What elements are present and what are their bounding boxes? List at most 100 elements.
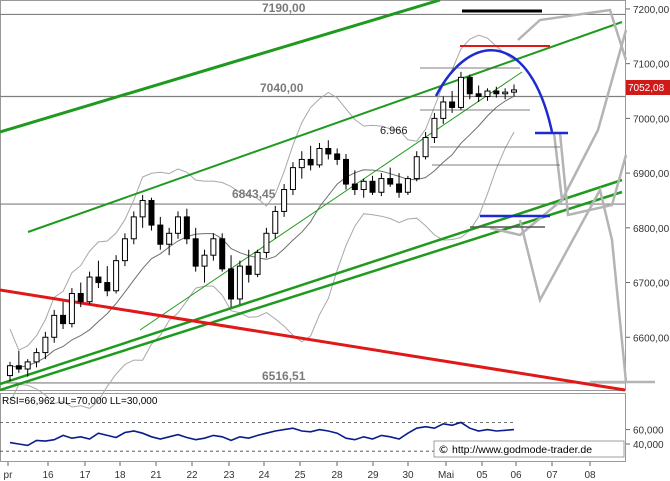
projection-line — [552, 29, 628, 205]
candle — [42, 331, 49, 360]
current-price-box — [626, 80, 670, 95]
date-axis: pr 16 17 18 21 22 23 24 25 28 29 30 Mai 05 06 07 08 — [4, 462, 596, 481]
trend-line-falling-red — [0, 288, 626, 392]
candle — [130, 211, 137, 245]
candlesticks — [7, 71, 517, 382]
bollinger-bands — [9, 34, 515, 409]
bollinger-upper — [9, 34, 515, 351]
candle — [449, 91, 456, 113]
projection-line — [517, 8, 628, 61]
candle — [457, 71, 464, 111]
candle — [422, 132, 429, 160]
trend-line-steep — [139, 71, 523, 331]
x-tick-label: 24 — [258, 470, 270, 481]
candle — [166, 227, 173, 256]
candle — [236, 260, 243, 305]
level-label-7190: 7190,00 — [262, 1, 306, 15]
candle — [511, 84, 517, 97]
candle — [281, 184, 288, 217]
projection-line — [518, 186, 628, 383]
rsi-line — [9, 421, 515, 447]
candle — [33, 348, 40, 368]
level-label-7040: 7040,00 — [260, 81, 304, 95]
candle — [201, 249, 208, 283]
blue-arc — [434, 49, 554, 133]
candle — [307, 145, 314, 171]
candle — [502, 88, 509, 100]
candle — [475, 85, 482, 102]
candle — [325, 140, 332, 160]
candle — [51, 309, 58, 343]
x-tick-label: Mai — [438, 470, 454, 481]
price-axis: 7200,00 7100,00 7000,00 6900,00 6800,00 6700,… — [626, 5, 670, 344]
x-tick-label: 07 — [546, 470, 558, 481]
x-tick-label: 21 — [150, 470, 162, 481]
candle — [183, 208, 190, 245]
x-tick-label: 06 — [510, 470, 522, 481]
level-label-6516: 6516,51 — [262, 369, 306, 383]
candle — [378, 173, 385, 197]
trend-lines — [0, 0, 626, 392]
y-tick-label: 7100,00 — [633, 60, 670, 71]
candle — [7, 361, 13, 382]
candle — [113, 255, 120, 294]
rsi-panel-frame — [0, 393, 626, 462]
candle — [95, 260, 102, 289]
trend-line-channel-mid — [27, 21, 623, 233]
candle — [298, 151, 305, 179]
candle — [192, 227, 199, 272]
candle — [24, 359, 31, 377]
y-tick-label: 7000,00 — [633, 114, 670, 125]
candle — [254, 249, 261, 278]
candle — [343, 153, 349, 190]
candle — [148, 197, 155, 231]
x-tick-label: 05 — [476, 470, 488, 481]
candle — [289, 162, 296, 195]
y-tick-label: 6800,00 — [633, 224, 670, 235]
candle — [466, 74, 473, 100]
candle — [369, 175, 376, 195]
candle — [263, 227, 270, 258]
rsi-indicator: 60,000 40,000 — [0, 421, 664, 452]
y-tick-label: 6600,00 — [633, 333, 670, 344]
candle — [413, 151, 420, 182]
x-tick-label: 29 — [367, 470, 379, 481]
trend-line-lower-channel-2 — [0, 190, 623, 392]
candle — [121, 233, 128, 267]
candle — [484, 88, 491, 101]
candle — [360, 178, 367, 198]
candle — [15, 350, 22, 373]
trend-line-upper-channel — [0, 0, 441, 134]
x-tick-label: 22 — [186, 470, 198, 481]
candle — [157, 216, 164, 250]
level-label-6843: 6843,45 — [232, 187, 276, 201]
x-tick-label: 08 — [584, 470, 596, 481]
candle — [272, 205, 279, 239]
x-tick-label: 28 — [331, 470, 343, 481]
candle — [431, 112, 438, 144]
candle — [316, 143, 323, 168]
candle — [493, 86, 500, 98]
candle — [396, 173, 403, 198]
x-tick-label: 23 — [223, 470, 235, 481]
candle — [175, 211, 181, 239]
x-tick-label: 30 — [402, 470, 414, 481]
projection-line — [489, 199, 563, 237]
candle — [77, 282, 84, 308]
y-tick-label: 6900,00 — [633, 169, 670, 180]
rsi-axis-tick-label: 40,000 — [633, 440, 664, 451]
x-tick-label: 18 — [114, 470, 126, 481]
candle — [104, 266, 111, 297]
bollinger-lower — [9, 131, 515, 409]
candle — [387, 167, 394, 187]
candle — [60, 301, 67, 330]
current-price-label: 7052,08 — [628, 83, 665, 94]
projection-lines — [489, 8, 655, 384]
copyright-icon: © — [438, 443, 449, 456]
watermark-text: http://www.godmode-trader.de — [452, 444, 592, 456]
candle — [210, 233, 217, 261]
annotation-marks — [420, 9, 568, 228]
candle — [86, 271, 93, 305]
x-tick-label: 16 — [42, 470, 54, 481]
